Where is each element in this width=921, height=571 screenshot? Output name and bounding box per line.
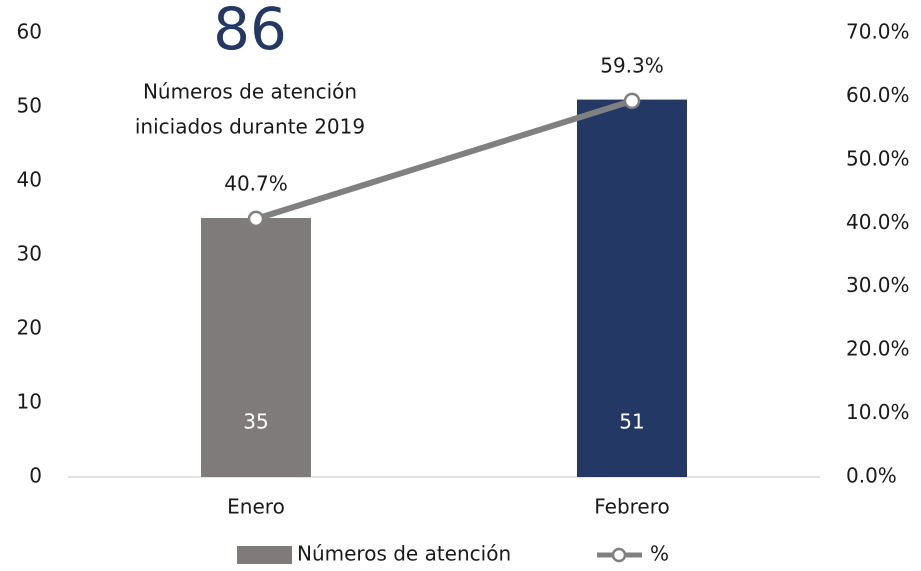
y2-tick-label: 60.0% — [846, 83, 910, 107]
bar-value-label: 35 — [243, 410, 268, 434]
y2-tick-label: 20.0% — [846, 337, 910, 361]
total-value: 86 — [213, 0, 287, 63]
y-tick-label: 0 — [29, 464, 42, 488]
total-label: iniciados durante 2019 — [135, 115, 365, 139]
bar-value-label: 51 — [619, 410, 644, 434]
y-tick-label: 50 — [17, 94, 42, 118]
y2-tick-label: 70.0% — [846, 20, 910, 44]
y2-tick-label: 0.0% — [846, 464, 897, 488]
x-tick-label: Febrero — [594, 495, 670, 519]
legend-swatch — [611, 547, 627, 563]
y2-tick-label: 40.0% — [846, 210, 910, 234]
legend-label: Números de atención — [297, 542, 511, 566]
line-value-label: 59.3% — [600, 53, 664, 77]
y2-tick-label: 50.0% — [846, 146, 910, 170]
y-tick-label: 40 — [17, 168, 42, 192]
legend-label: % — [650, 542, 669, 566]
y-tick-label: 10 — [17, 390, 42, 414]
x-tick-label: Enero — [227, 495, 285, 519]
total-label: Números de atención — [143, 80, 357, 104]
y2-tick-label: 10.0% — [846, 400, 910, 424]
bar — [201, 218, 311, 477]
legend-swatch — [237, 546, 292, 564]
y2-tick-label: 30.0% — [846, 273, 910, 297]
line-marker — [247, 210, 265, 228]
y-tick-label: 60 — [17, 20, 42, 44]
line-marker — [623, 92, 641, 110]
line — [255, 98, 633, 222]
line-value-label: 40.7% — [224, 171, 288, 195]
y-tick-label: 30 — [17, 242, 42, 266]
y-tick-label: 20 — [17, 316, 42, 340]
bar — [577, 99, 687, 477]
